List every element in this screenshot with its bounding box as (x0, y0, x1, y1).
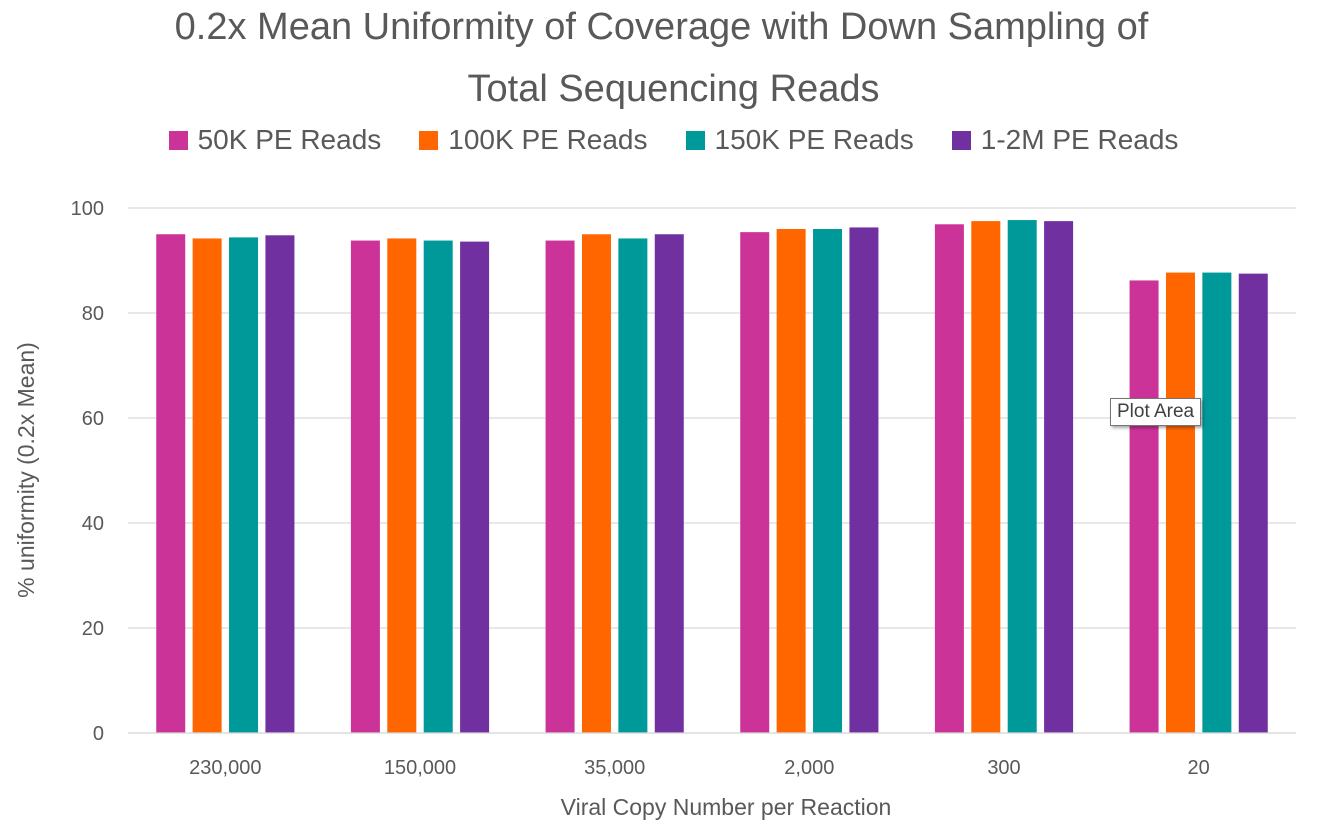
legend-label-100k: 100K PE Reads (448, 124, 648, 155)
legend-swatch-150k (685, 130, 705, 150)
legend-swatch-50k (168, 130, 188, 150)
y-tick-label: 20 (82, 618, 104, 640)
y-axis-title: % uniformity (0.2x Mean) (13, 342, 39, 598)
legend-item-150k: 150K PE Reads (685, 124, 914, 156)
x-tick-label: 300 (987, 757, 1020, 779)
x-tick-label: 20 (1188, 757, 1210, 779)
axes: 0 20 40 60 80 100 230,000 150,000 35,000 2,000 300… (71, 198, 1296, 779)
bar (265, 235, 295, 734)
y-tick-label: 40 (82, 513, 104, 535)
bar (1238, 273, 1268, 733)
x-tick-label: 2,000 (784, 757, 834, 779)
legend-item-1-2m: 1-2M PE Reads (951, 124, 1179, 156)
y-tick-label: 0 (93, 723, 104, 745)
x-tick-label: 150,000 (384, 757, 456, 779)
legend-label-150k: 150K PE Reads (714, 124, 914, 155)
plot-area-tooltip: Plot Area (1110, 398, 1202, 426)
y-tick-label: 60 (82, 408, 104, 430)
bars (156, 220, 1268, 734)
bar (934, 224, 964, 733)
bar (971, 221, 1001, 733)
bar (460, 241, 490, 733)
bar (423, 240, 453, 734)
bar (1007, 220, 1037, 733)
bar (1165, 272, 1195, 733)
bar (776, 229, 806, 733)
bar (229, 237, 259, 733)
legend-item-50k: 50K PE Reads (168, 124, 382, 156)
bar (387, 238, 417, 733)
bar (192, 238, 222, 733)
bar (654, 234, 684, 733)
bar (581, 234, 611, 733)
legend-swatch-1-2m (951, 130, 971, 150)
bar (1044, 221, 1074, 733)
bar (156, 234, 186, 733)
bar (740, 232, 770, 733)
x-tick-label: 35,000 (584, 757, 645, 779)
gridlines (128, 207, 1296, 734)
bar (350, 240, 380, 734)
bar (849, 227, 879, 734)
bar (1129, 280, 1159, 733)
chart-title: 0.2x Mean Uniformity of Coverage with Do… (0, 0, 1323, 120)
chart-title-line-1: 0.2x Mean Uniformity of Coverage with Do… (174, 6, 1149, 48)
legend-label-50k: 50K PE Reads (197, 124, 382, 155)
x-tick-label: 230,000 (189, 757, 261, 779)
chart-legend: 50K PE Reads 100K PE Reads 150K PE Reads… (0, 124, 1323, 156)
bar (1202, 272, 1232, 733)
y-tick-label: 100 (71, 198, 104, 220)
bar (545, 240, 575, 734)
legend-item-100k: 100K PE Reads (419, 124, 648, 156)
legend-label-1-2m: 1-2M PE Reads (980, 124, 1179, 155)
chart-title-line-2: Total Sequencing Reads (467, 68, 880, 110)
legend-swatch-100k (419, 130, 439, 150)
y-tick-label: 80 (82, 303, 104, 325)
bar (618, 238, 648, 733)
x-axis-title: Viral Copy Number per Reaction (561, 794, 892, 820)
bar (813, 229, 843, 733)
